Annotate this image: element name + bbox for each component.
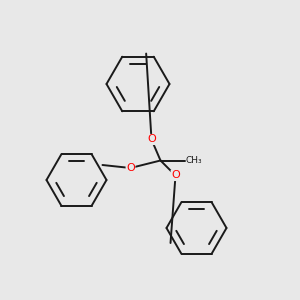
Text: O: O [171,170,180,181]
Text: O: O [126,163,135,173]
Text: O: O [147,134,156,145]
Text: CH₃: CH₃ [186,156,202,165]
